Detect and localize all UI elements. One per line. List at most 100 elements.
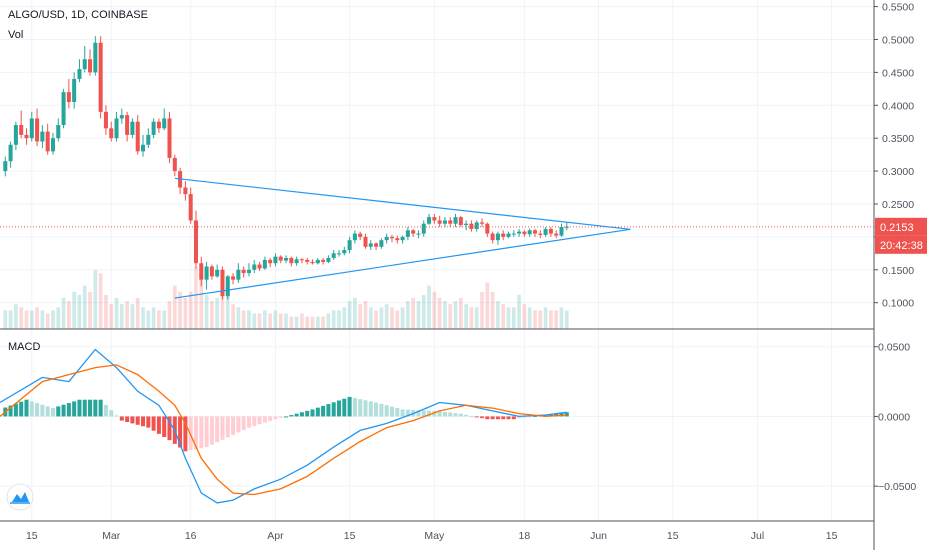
volume-bar (310, 316, 315, 329)
macd-histogram-bar (342, 398, 347, 417)
macd-histogram-bar (532, 415, 538, 417)
volume-bar (437, 298, 442, 329)
candle-body (374, 243, 379, 247)
candle-body (172, 157, 177, 172)
countdown-label: 20:42:38 (880, 240, 923, 252)
volume-bar (93, 270, 98, 329)
macd-histogram-bar (352, 398, 357, 417)
volume-bar (490, 291, 495, 329)
candle-body (199, 263, 204, 280)
candle (347, 236, 352, 254)
volume-bar (315, 316, 320, 329)
candle (24, 128, 29, 145)
candle (114, 111, 119, 142)
macd-histogram-bar (284, 416, 289, 418)
candle-body (342, 250, 347, 254)
volume-bar (353, 298, 357, 329)
candle (532, 228, 538, 237)
candle-body (442, 220, 447, 224)
volume-bar (3, 310, 8, 329)
volume-bar (51, 310, 55, 329)
candle-body (554, 233, 559, 236)
candle-body (188, 194, 193, 221)
candle (395, 235, 400, 244)
volume-bar (146, 310, 151, 329)
macd-histogram-bar (66, 403, 71, 417)
candle (548, 227, 553, 237)
candle-body (368, 243, 373, 247)
price-axis[interactable]: 0.5500 0.5000 0.4500 0.4000 0.3500 0.3000 0.25… (874, 2, 916, 494)
macd-histogram-bar (448, 412, 453, 417)
candle (400, 235, 405, 244)
macd-histogram-bar (24, 399, 29, 417)
candle (495, 231, 500, 245)
triangle-trendlines[interactable] (174, 177, 631, 299)
candle (146, 128, 151, 149)
macd-histogram-bar (305, 410, 310, 417)
macd-histogram-bar (331, 402, 336, 417)
volume-bar (262, 310, 267, 329)
volume-bar (114, 298, 119, 329)
candle (141, 134, 146, 157)
tradingview-logo-icon[interactable] (6, 483, 34, 511)
macd-histogram-bar (321, 405, 326, 417)
candle-body (305, 259, 310, 262)
macd-histogram-bar (554, 413, 559, 417)
candle-body (24, 134, 29, 139)
candle (252, 259, 257, 274)
candle (442, 217, 447, 228)
macd-histogram-bar (294, 413, 299, 417)
macd-histogram-bar (480, 416, 485, 419)
macd-histogram-bar (109, 410, 114, 417)
macd-histogram-bar (98, 399, 103, 417)
volume-bar (135, 298, 140, 329)
candle (485, 222, 490, 237)
candle-body (538, 233, 543, 235)
candle (29, 111, 34, 142)
macd-histogram-bar (273, 416, 278, 420)
candle-body (109, 128, 114, 139)
volume-bar (183, 298, 188, 329)
candle (379, 238, 384, 249)
volume-bar (67, 301, 71, 329)
volume-bar (347, 301, 352, 329)
candle-body (448, 220, 453, 224)
price-tick-label: 0.4000 (882, 100, 914, 112)
volume-bar (252, 313, 257, 329)
macd-histogram-bar (506, 416, 511, 420)
macd-histogram-bar (167, 416, 172, 441)
macd-histogram-bar (268, 416, 273, 421)
volume-bar (538, 310, 543, 329)
candle-body (125, 115, 130, 135)
time-axis[interactable]: 15 Mar 16 Apr 15 May 18 Jun 15 Jul 15 (26, 530, 838, 542)
candle-body (45, 131, 50, 152)
candle (193, 210, 199, 269)
macd-histogram-bar (29, 401, 34, 417)
candle (98, 36, 103, 119)
candle-body (273, 256, 278, 264)
volume-bar (104, 294, 108, 329)
candle-body (347, 240, 352, 251)
candle (156, 118, 161, 133)
candle (209, 264, 214, 280)
candle-body (162, 118, 167, 129)
price-tick-label: 0.2500 (882, 199, 914, 211)
volume-legend-label: Vol (8, 29, 23, 41)
macd-histogram-bar (130, 416, 135, 424)
volume-bar (395, 310, 400, 329)
candle-body (543, 228, 548, 235)
price-tick-label: 0.1500 (882, 265, 914, 277)
candle-body (56, 125, 61, 139)
candle (13, 121, 18, 151)
macd-histogram-bar (469, 415, 474, 417)
volume-bar (501, 304, 506, 329)
volume-bar (40, 310, 45, 329)
macd-histogram-bar (135, 416, 140, 425)
candle (326, 255, 331, 264)
candle (268, 257, 273, 268)
volume-bar (29, 310, 34, 329)
macd-histogram-bar (395, 408, 400, 417)
candle-body (501, 233, 506, 237)
macd-histogram-bar (437, 411, 442, 417)
